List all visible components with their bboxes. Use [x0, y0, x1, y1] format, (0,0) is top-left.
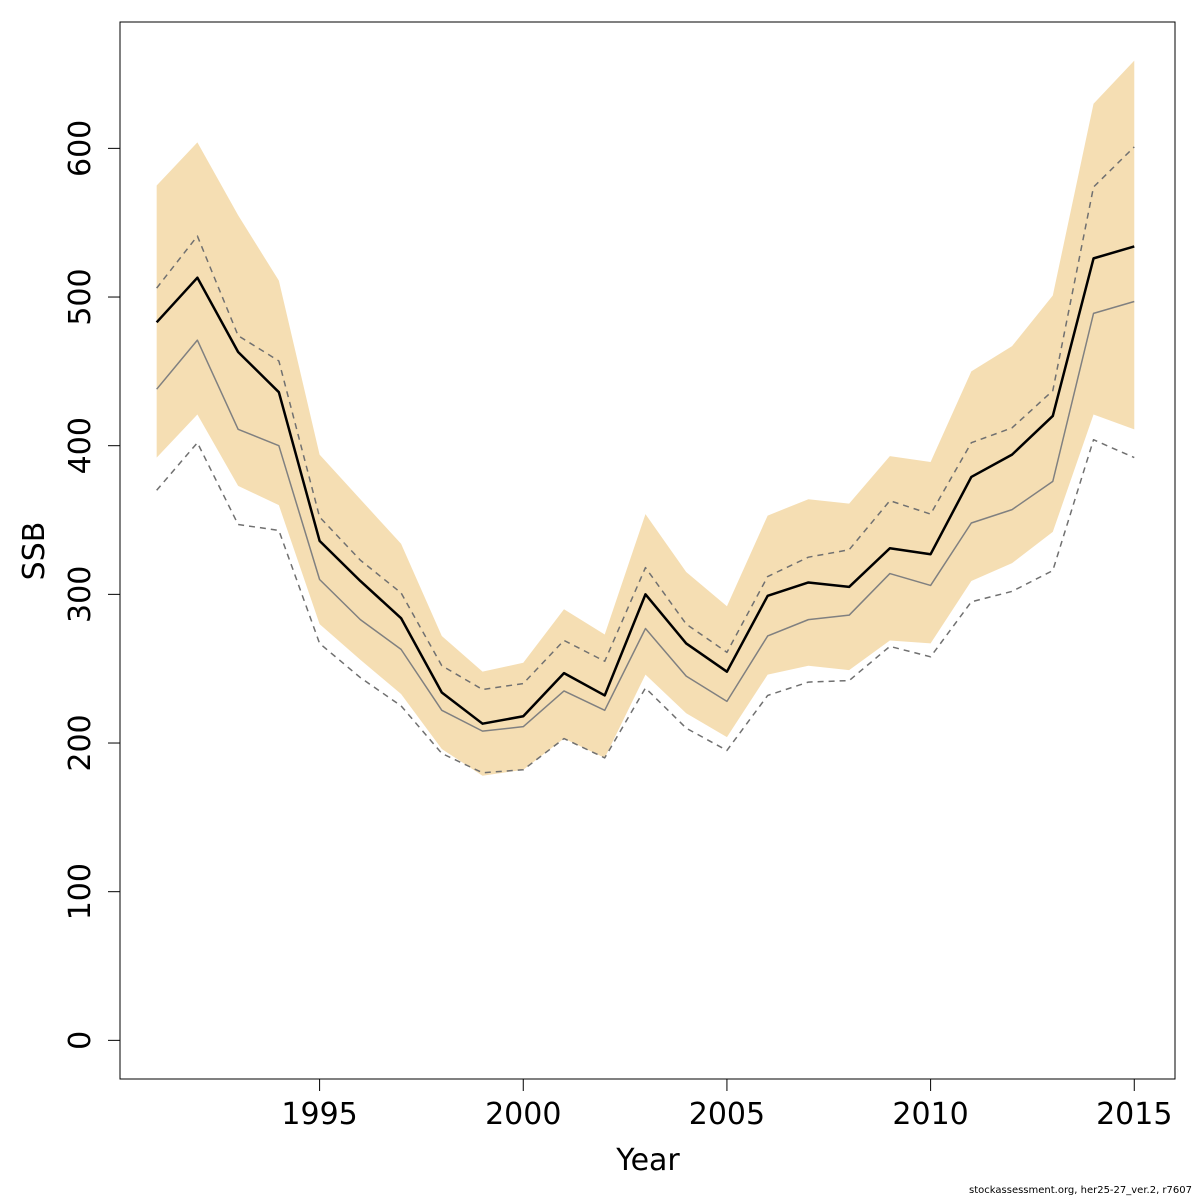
x-axis-title: Year	[615, 1143, 680, 1178]
y-tick-label: 100	[63, 863, 98, 920]
y-axis-title: SSB	[17, 522, 52, 581]
previous-estimate-line	[156, 300, 1135, 732]
y-tick-label: 200	[63, 714, 98, 771]
x-tick-label: 2005	[689, 1097, 765, 1132]
x-tick-label: 1995	[281, 1097, 357, 1132]
confidence-band	[156, 60, 1135, 776]
y-tick-label: 600	[63, 120, 98, 177]
y-tick-label: 400	[63, 417, 98, 474]
y-tick-label: 0	[63, 1031, 98, 1050]
plot-area	[155, 60, 1135, 776]
x-tick-label: 2010	[892, 1097, 968, 1132]
previous-upper-line	[156, 146, 1135, 691]
x-axis: 1995 2000 2005 2010 2015	[281, 1078, 1172, 1132]
y-axis: 0 100 200 300 400 500 600	[63, 120, 121, 1050]
x-tick-label: 2015	[1096, 1097, 1172, 1132]
credit-footer: stockassessment.org, her25-27_ver.2, r76…	[969, 1185, 1192, 1196]
y-tick-label: 300	[63, 566, 98, 623]
x-tick-label: 2000	[485, 1097, 561, 1132]
y-tick-label: 500	[63, 268, 98, 325]
ssb-estimate-line	[155, 245, 1135, 725]
